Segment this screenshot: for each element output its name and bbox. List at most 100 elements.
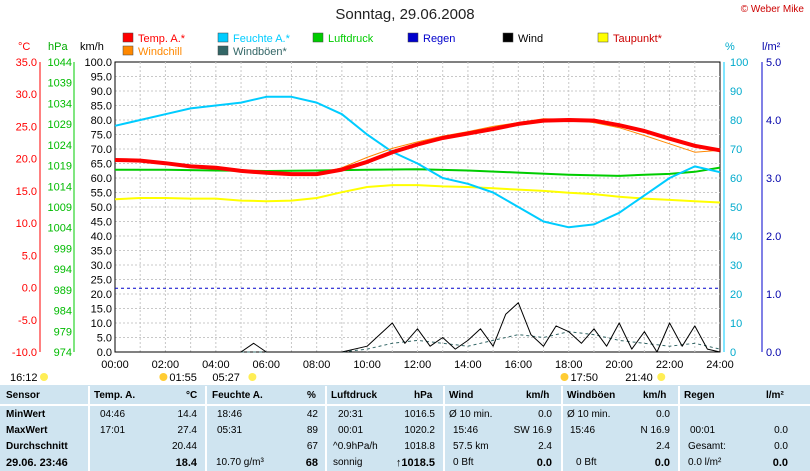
wind-tick-label: 65.0	[91, 159, 112, 171]
moon-marker	[40, 373, 48, 381]
x-tick-label: 24:00	[706, 359, 734, 371]
cell-press-time: 00:01	[338, 425, 364, 436]
cell-press-time: 20:31	[338, 409, 364, 420]
credit-text: © Weber Mike	[740, 4, 804, 15]
cell-press-trend: ^0.9hPa/h	[333, 441, 378, 452]
temp-tick-label: 15.0	[16, 186, 37, 198]
cell-hum: 67	[306, 441, 318, 452]
legend-label: Temp. A.*	[138, 33, 186, 45]
legend-swatch	[312, 32, 324, 43]
humidity-tick-label: 70	[730, 144, 742, 156]
wind-tick-label: 80.0	[91, 115, 112, 127]
rain-unit-label: l/m²	[762, 41, 781, 53]
cell-gust-bft: 0 Bft	[576, 457, 597, 468]
temp-tick-label: 30.0	[16, 89, 37, 101]
cell-hum-time: 18:46	[217, 409, 243, 420]
humidity-tick-label: 20	[730, 289, 742, 301]
sunrise-marker	[248, 373, 257, 381]
humidity-tick-label: 40	[730, 231, 742, 243]
header-sensor: Sensor	[6, 390, 40, 401]
x-tick-label: 10:00	[353, 359, 381, 371]
chart-axes: 35.0 30.0 25.0 20.0 15.0 10.0 5.0 0.0 -5.0 -10.0 1…	[12, 57, 781, 371]
cell-wind-label: Ø 10 min.	[449, 409, 493, 420]
x-tick-label: 16:00	[505, 359, 533, 371]
cell-forecast: sonnig	[333, 457, 363, 468]
cell-hum: 89	[306, 425, 318, 436]
pressure-tick-label: 1039	[48, 78, 72, 90]
cell-wind-label: 15:46	[453, 425, 479, 436]
wind-tick-label: 90.0	[91, 86, 112, 98]
wind-tick-label: 15.0	[91, 304, 112, 316]
wind-tick-label: 35.0	[91, 246, 112, 258]
cell-rain-total: 0.0 l/m²	[688, 457, 722, 468]
x-tick-label: 12:00	[404, 359, 432, 371]
pressure-tick-label: 984	[54, 306, 72, 318]
cell-press: 1020.2	[404, 425, 435, 436]
x-tick-label: 00:00	[101, 359, 129, 371]
wind-tick-label: 100.0	[84, 57, 112, 69]
cell-abs-humidity: 10.70 g/m³	[216, 457, 264, 468]
pressure-tick-label: 1029	[48, 119, 72, 131]
wind-tick-label: 40.0	[91, 231, 112, 243]
table-col-divider	[88, 386, 90, 471]
table-col-divider	[205, 386, 207, 471]
pressure-tick-label: 979	[54, 326, 72, 338]
chart-title: Sonntag, 29.06.2008	[335, 6, 475, 23]
rain-tick-label: 3.0	[766, 173, 781, 185]
humidity-tick-label: 50	[730, 202, 742, 214]
table-col-divider	[443, 386, 445, 471]
legend-swatch	[122, 45, 134, 56]
legend-label: Wind	[518, 33, 543, 45]
chart-legend: Temp. A.* Feuchte A.* Luftdruck Regen Wind Ta…	[122, 32, 663, 58]
wind-tick-label: 75.0	[91, 130, 112, 142]
cell-rain-current: 0.0	[772, 457, 788, 469]
pressure-tick-label: 1019	[48, 161, 72, 173]
pressure-tick-label: 1014	[48, 181, 72, 193]
cell-gust-label: 15:46	[570, 425, 596, 436]
header-gust: Windböen	[567, 390, 616, 401]
cell-hum-time: 05:31	[217, 425, 243, 436]
series-line-temp-a	[114, 118, 721, 177]
rain-tick-label: 0.0	[766, 347, 781, 359]
cell-temp: 27.4	[177, 425, 197, 436]
cell-temp-time: 17:01	[100, 425, 126, 436]
cell-wind-current: 0.0	[536, 457, 552, 469]
x-tick-label: 04:00	[202, 359, 230, 371]
legend-label: Regen	[423, 33, 455, 45]
pressure-tick-label: 1044	[48, 57, 72, 69]
header-rain-unit: l/m²	[766, 390, 784, 401]
cell-wind-bft: 0 Bft	[453, 457, 474, 468]
chart-canvas: 35.0 30.0 25.0 20.0 15.0 10.0 5.0 0.0 -5.0 -10.0 1…	[10, 32, 781, 384]
cell-temp: 20.44	[171, 441, 197, 452]
wind-tick-label: 60.0	[91, 173, 112, 185]
pressure-tick-label: 989	[54, 285, 72, 297]
pressure-unit-label: hPa	[48, 41, 68, 53]
wind-tick-label: 20.0	[91, 289, 112, 301]
cell-gust-current: 0.0	[654, 457, 670, 469]
cell-wind: SW 16.9	[513, 425, 552, 436]
rain-tick-label: 5.0	[766, 57, 781, 69]
header-pressure-unit: hPa	[414, 390, 433, 401]
legend-swatch	[217, 45, 229, 56]
humidity-unit-label: %	[725, 41, 735, 53]
moonset-marker	[560, 373, 569, 381]
wind-tick-label: 70.0	[91, 144, 112, 156]
legend-label: Windböen*	[233, 46, 288, 58]
humidity-tick-label: 60	[730, 173, 742, 185]
table-header-divider	[0, 404, 810, 406]
table-col-divider	[678, 386, 680, 471]
wind-tick-label: 30.0	[91, 260, 112, 272]
cell-gust-label: Ø 10 min.	[567, 409, 611, 420]
cell-temp-time: 04:46	[100, 409, 126, 420]
left-time-label: 16:12	[10, 372, 38, 384]
cell-rain-label: Gesamt:	[688, 441, 726, 452]
wind-tick-label: 25.0	[91, 275, 112, 287]
header-humidity: Feuchte A.	[212, 390, 263, 401]
x-tick-label: 22:00	[656, 359, 684, 371]
series-line-wind	[115, 302, 721, 353]
cell-gust: 2.4	[656, 441, 670, 452]
header-wind: Wind	[449, 390, 474, 401]
legend-label: Windchill	[138, 46, 182, 58]
stats-table	[0, 385, 810, 471]
header-humidity-unit: %	[307, 390, 316, 401]
